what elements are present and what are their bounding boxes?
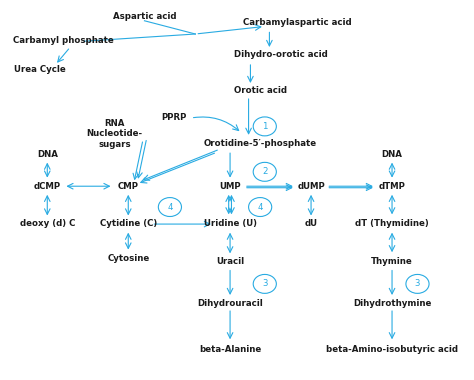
Circle shape — [248, 198, 272, 217]
Text: deoxy (d) C: deoxy (d) C — [19, 219, 75, 228]
Text: 1: 1 — [262, 122, 267, 131]
Text: Uridine (U): Uridine (U) — [203, 219, 256, 228]
Text: Carbamylaspartic acid: Carbamylaspartic acid — [243, 18, 352, 27]
Text: dT (Thymidine): dT (Thymidine) — [355, 219, 429, 228]
Text: Carbamyl phosphate: Carbamyl phosphate — [13, 36, 114, 44]
Text: beta-Amino-isobutyric acid: beta-Amino-isobutyric acid — [326, 345, 458, 353]
Text: RNA
Nucleotide-
sugars: RNA Nucleotide- sugars — [86, 119, 143, 149]
Circle shape — [253, 274, 276, 293]
Text: dTMP: dTMP — [379, 182, 405, 191]
Text: dU: dU — [305, 219, 318, 228]
Text: Urea Cycle: Urea Cycle — [15, 65, 66, 74]
Text: Orotidine-5′-phosphate: Orotidine-5′-phosphate — [204, 139, 317, 148]
Circle shape — [253, 117, 276, 136]
Text: UMP: UMP — [219, 182, 241, 191]
Text: Dihydrothymine: Dihydrothymine — [353, 299, 431, 308]
Text: Cytosine: Cytosine — [107, 254, 149, 263]
Text: 4: 4 — [257, 203, 263, 212]
Text: CMP: CMP — [118, 182, 139, 191]
Text: beta-Alanine: beta-Alanine — [199, 345, 261, 353]
Text: Aspartic acid: Aspartic acid — [113, 13, 176, 22]
Circle shape — [158, 198, 182, 217]
Text: Dihydro-orotic acid: Dihydro-orotic acid — [234, 50, 328, 59]
Text: dUMP: dUMP — [297, 182, 325, 191]
Text: dCMP: dCMP — [34, 182, 61, 191]
Text: Orotic acid: Orotic acid — [234, 86, 287, 95]
Text: 2: 2 — [262, 167, 267, 176]
Circle shape — [406, 274, 429, 293]
Text: 4: 4 — [167, 203, 173, 212]
Text: Cytidine (C): Cytidine (C) — [100, 219, 157, 228]
Text: Thymine: Thymine — [371, 256, 413, 266]
Text: 3: 3 — [262, 279, 267, 288]
Text: Dihydrouracil: Dihydrouracil — [197, 299, 263, 308]
Text: DNA: DNA — [382, 150, 402, 158]
Text: 3: 3 — [415, 279, 420, 288]
Text: Uracil: Uracil — [216, 256, 244, 266]
Text: PPRP: PPRP — [161, 113, 186, 122]
Circle shape — [253, 162, 276, 181]
Text: DNA: DNA — [37, 150, 58, 158]
